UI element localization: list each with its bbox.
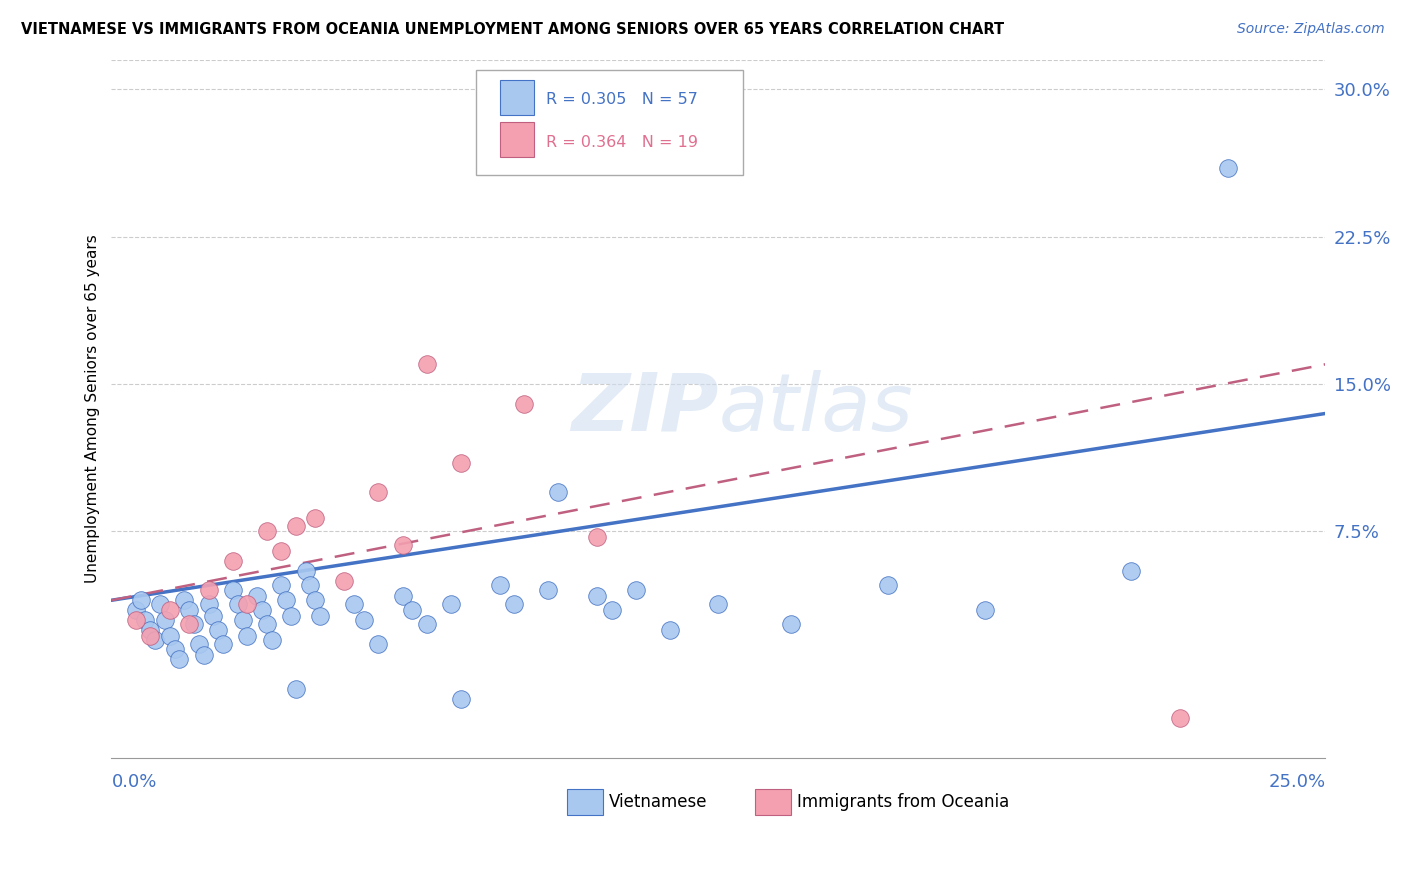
Point bbox=[153, 613, 176, 627]
Point bbox=[391, 590, 413, 604]
Text: atlas: atlas bbox=[718, 369, 912, 448]
Point bbox=[246, 590, 269, 604]
Text: R = 0.364   N = 19: R = 0.364 N = 19 bbox=[546, 135, 697, 150]
Y-axis label: Unemployment Among Seniors over 65 years: Unemployment Among Seniors over 65 years bbox=[86, 235, 100, 583]
Point bbox=[159, 603, 181, 617]
Point bbox=[222, 583, 245, 598]
Point bbox=[197, 583, 219, 598]
Point bbox=[586, 590, 609, 604]
Point bbox=[1119, 564, 1142, 578]
Point bbox=[143, 632, 166, 647]
Point bbox=[284, 681, 307, 696]
Point bbox=[1218, 161, 1240, 175]
Point bbox=[343, 597, 366, 611]
Text: ZIP: ZIP bbox=[571, 369, 718, 448]
Point bbox=[270, 577, 292, 591]
Point bbox=[450, 691, 472, 706]
Point bbox=[256, 524, 278, 539]
Point bbox=[134, 613, 156, 627]
Point bbox=[309, 609, 332, 624]
Point bbox=[276, 593, 298, 607]
Point bbox=[401, 603, 423, 617]
Point bbox=[440, 597, 463, 611]
Point bbox=[177, 616, 200, 631]
Point bbox=[294, 564, 316, 578]
Point bbox=[367, 485, 389, 500]
Point bbox=[353, 613, 375, 627]
Point bbox=[416, 616, 439, 631]
Point bbox=[877, 577, 900, 591]
Point bbox=[129, 593, 152, 607]
Point bbox=[222, 554, 245, 568]
Point bbox=[450, 456, 472, 470]
Text: R = 0.305   N = 57: R = 0.305 N = 57 bbox=[546, 92, 697, 107]
Point bbox=[1168, 711, 1191, 725]
Point bbox=[304, 510, 326, 524]
Point bbox=[173, 593, 195, 607]
Bar bbox=[501, 122, 534, 157]
Text: Immigrants from Oceania: Immigrants from Oceania bbox=[797, 792, 1010, 811]
Point bbox=[256, 616, 278, 631]
Point bbox=[600, 603, 623, 617]
Point bbox=[231, 613, 253, 627]
Bar bbox=[501, 80, 534, 115]
Point bbox=[197, 597, 219, 611]
Point bbox=[304, 593, 326, 607]
Point bbox=[163, 642, 186, 657]
Point bbox=[299, 577, 322, 591]
Point bbox=[416, 357, 439, 371]
Point bbox=[139, 629, 162, 643]
Point bbox=[212, 636, 235, 650]
Point bbox=[169, 652, 191, 666]
Point bbox=[974, 603, 997, 617]
Point bbox=[149, 597, 172, 611]
Point bbox=[125, 603, 148, 617]
Point bbox=[547, 485, 569, 500]
FancyBboxPatch shape bbox=[475, 70, 742, 175]
Point bbox=[489, 577, 512, 591]
Text: Vietnamese: Vietnamese bbox=[609, 792, 707, 811]
Bar bbox=[755, 789, 792, 815]
Text: 25.0%: 25.0% bbox=[1268, 773, 1326, 791]
Point bbox=[193, 648, 215, 663]
Point bbox=[780, 616, 803, 631]
Point bbox=[503, 597, 526, 611]
Point bbox=[284, 518, 307, 533]
Point bbox=[280, 609, 302, 624]
Point bbox=[177, 603, 200, 617]
Point bbox=[236, 597, 259, 611]
Bar bbox=[567, 789, 603, 815]
Text: 0.0%: 0.0% bbox=[111, 773, 157, 791]
Point bbox=[187, 636, 209, 650]
Point bbox=[260, 632, 283, 647]
Point bbox=[537, 583, 560, 598]
Point bbox=[513, 397, 536, 411]
Point bbox=[159, 629, 181, 643]
Point bbox=[270, 544, 292, 558]
Point bbox=[139, 623, 162, 637]
Point bbox=[367, 636, 389, 650]
Point bbox=[236, 629, 259, 643]
Text: Source: ZipAtlas.com: Source: ZipAtlas.com bbox=[1237, 22, 1385, 37]
Point bbox=[586, 530, 609, 544]
Point bbox=[707, 597, 730, 611]
Text: VIETNAMESE VS IMMIGRANTS FROM OCEANIA UNEMPLOYMENT AMONG SENIORS OVER 65 YEARS C: VIETNAMESE VS IMMIGRANTS FROM OCEANIA UN… bbox=[21, 22, 1004, 37]
Point bbox=[183, 616, 205, 631]
Point bbox=[391, 538, 413, 552]
Point bbox=[226, 597, 249, 611]
Point bbox=[202, 609, 225, 624]
Point bbox=[207, 623, 229, 637]
Point bbox=[624, 583, 647, 598]
Point bbox=[250, 603, 273, 617]
Point bbox=[658, 623, 681, 637]
Point bbox=[125, 613, 148, 627]
Point bbox=[333, 574, 356, 588]
